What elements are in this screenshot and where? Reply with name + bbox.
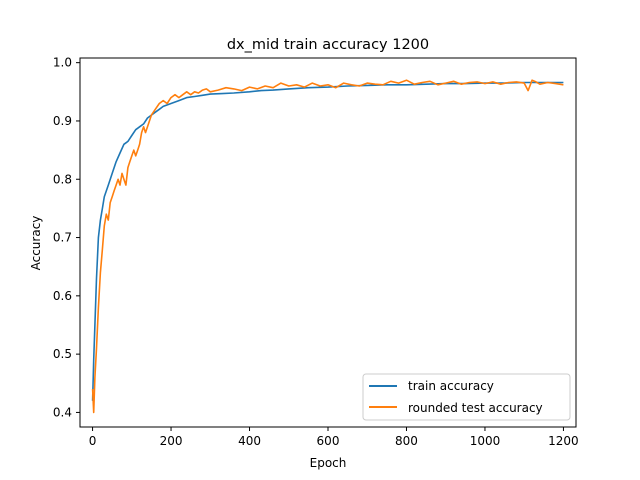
y-tick-label: 1.0 <box>53 56 72 70</box>
y-tick-label: 0.7 <box>53 231 72 245</box>
x-tick-label: 1200 <box>548 434 579 448</box>
y-tick-label: 0.5 <box>53 347 72 361</box>
x-tick-label: 800 <box>395 434 418 448</box>
series-line-1 <box>91 79 564 414</box>
y-tick-label: 0.6 <box>53 289 72 303</box>
y-axis-label: Accuracy <box>29 216 43 271</box>
x-tick-label: 400 <box>238 434 261 448</box>
chart-title: dx_mid train accuracy 1200 <box>227 37 429 53</box>
x-tick-label: 0 <box>89 434 97 448</box>
series-layer <box>91 79 564 414</box>
x-tick-label: 1000 <box>470 434 501 448</box>
legend-label-train: train accuracy <box>408 379 494 393</box>
y-tick-label: 0.4 <box>53 405 72 419</box>
x-tick-label: 600 <box>317 434 340 448</box>
x-axis-label: Epoch <box>310 456 347 470</box>
axes-layer: 0 200 400 600 800 1000 1200 0.4 0.5 0.6 0.7 0.8 0.9 1… <box>53 56 579 448</box>
legend-frame <box>362 373 571 421</box>
series-line-0 <box>91 81 564 401</box>
y-tick-label: 0.9 <box>53 114 72 128</box>
x-tick-label: 200 <box>160 434 183 448</box>
legend-label-test: rounded test accuracy <box>408 401 543 415</box>
legend: train accuracy rounded test accuracy <box>362 373 571 421</box>
y-tick-label: 0.8 <box>53 172 72 186</box>
